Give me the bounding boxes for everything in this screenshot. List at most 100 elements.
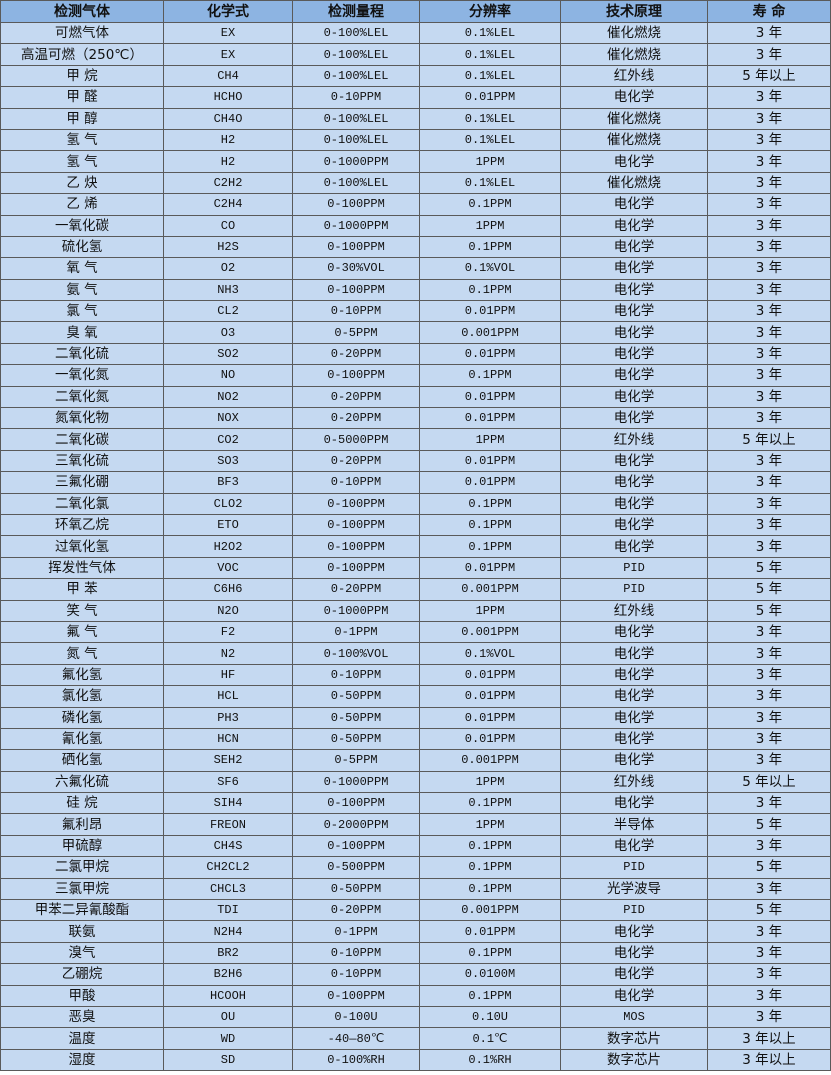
cell-lifetime: 3 年 xyxy=(707,685,831,708)
cell-resolution: 0.1PPM xyxy=(419,513,561,537)
table-row: 笑 气 N2O 0-1000PPM 1PPM 红外线 5 年 xyxy=(0,599,831,622)
cell-gas: 三氟化硼 xyxy=(0,471,164,494)
cell-lifetime: 3 年 xyxy=(707,471,831,494)
cell-resolution: 1PPM xyxy=(419,214,561,237)
cell-lifetime: 3 年 xyxy=(707,449,831,473)
cell-range: 0-20PPM xyxy=(292,385,420,409)
table-row: 氯化氢 HCL 0-50PPM 0.01PPM 电化学 3 年 xyxy=(0,685,831,708)
table-row: 三氯甲烷 CHCL3 0-50PPM 0.1PPM 光学波导 3 年 xyxy=(0,877,831,901)
table-row: 二氧化硫 SO2 0-20PPM 0.01PPM 电化学 3 年 xyxy=(0,342,831,366)
cell-resolution: 0.1PPM xyxy=(419,856,561,879)
cell-principle: 电化学 xyxy=(560,385,708,409)
table-row: 甲苯二异氰酸酯 TDI 0-20PPM 0.001PPM PID 5 年 xyxy=(0,899,831,922)
cell-principle: 电化学 xyxy=(560,663,708,687)
cell-resolution: 0.1%RH xyxy=(419,1048,561,1072)
cell-range: 0-1000PPM xyxy=(292,599,420,622)
table-row: 氟利昂 FREON 0-2000PPM 1PPM 半导体 5 年 xyxy=(0,813,831,836)
cell-lifetime: 3 年 xyxy=(707,300,831,323)
cell-gas: 二氧化硫 xyxy=(0,342,164,366)
cell-lifetime: 3 年 xyxy=(707,150,831,173)
cell-resolution: 0.01PPM xyxy=(419,663,561,687)
cell-lifetime: 3 年 xyxy=(707,235,831,259)
cell-lifetime: 3 年 xyxy=(707,727,831,751)
cell-gas: 甲硫醇 xyxy=(0,834,164,858)
cell-resolution: 0.10U xyxy=(419,1005,561,1029)
cell-range: 0-100%LEL xyxy=(292,171,420,195)
cell-range: 0-10PPM xyxy=(292,300,420,323)
cell-formula: NOX xyxy=(163,407,293,430)
cell-formula: CH4O xyxy=(163,107,293,130)
cell-resolution: 1PPM xyxy=(419,770,561,794)
table-row: 氧 气 O2 0-30%VOL 0.1%VOL 电化学 3 年 xyxy=(0,257,831,280)
cell-principle: 电化学 xyxy=(560,257,708,280)
cell-gas: 氟 气 xyxy=(0,620,164,644)
table-row: 硒化氢 SEH2 0-5PPM 0.001PPM 电化学 3 年 xyxy=(0,749,831,772)
cell-principle: 电化学 xyxy=(560,963,708,986)
cell-lifetime: 3 年 xyxy=(707,877,831,901)
table-row: 氢 气 H2 0-100%LEL 0.1%LEL 催化燃烧 3 年 xyxy=(0,128,831,152)
cell-lifetime: 5 年 xyxy=(707,899,831,922)
cell-lifetime: 5 年以上 xyxy=(707,770,831,794)
cell-principle: PID xyxy=(560,556,708,580)
cell-lifetime: 5 年 xyxy=(707,556,831,580)
cell-resolution: 1PPM xyxy=(419,150,561,173)
cell-resolution: 1PPM xyxy=(419,813,561,836)
cell-formula: CL2 xyxy=(163,300,293,323)
cell-range: 0-1PPM xyxy=(292,620,420,644)
cell-formula: VOC xyxy=(163,556,293,580)
table-row: 湿度 SD 0-100%RH 0.1%RH 数字芯片 3 年以上 xyxy=(0,1048,831,1072)
cell-formula: SO3 xyxy=(163,449,293,473)
cell-gas: 氨 气 xyxy=(0,278,164,302)
cell-lifetime: 3 年 xyxy=(707,86,831,109)
cell-range: 0-100%LEL xyxy=(292,128,420,152)
table-row: 甲酸 HCOOH 0-100PPM 0.1PPM 电化学 3 年 xyxy=(0,984,831,1007)
cell-formula: CLO2 xyxy=(163,492,293,515)
cell-range: 0-50PPM xyxy=(292,706,420,729)
cell-resolution: 0.1℃ xyxy=(419,1027,561,1050)
cell-lifetime: 3 年 xyxy=(707,535,831,558)
cell-gas: 乙 烯 xyxy=(0,193,164,216)
cell-formula: OU xyxy=(163,1005,293,1029)
cell-formula: ETO xyxy=(163,513,293,537)
cell-range: 0-5PPM xyxy=(292,321,420,344)
cell-principle: 电化学 xyxy=(560,86,708,109)
cell-resolution: 0.1%LEL xyxy=(419,21,561,45)
cell-formula: N2 xyxy=(163,642,293,665)
cell-lifetime: 3 年 xyxy=(707,963,831,986)
cell-formula: SO2 xyxy=(163,342,293,366)
table-row: 一氧化碳 CO 0-1000PPM 1PPM 电化学 3 年 xyxy=(0,214,831,237)
cell-range: 0-30%VOL xyxy=(292,257,420,280)
cell-formula: H2 xyxy=(163,128,293,152)
cell-range: 0-10PPM xyxy=(292,471,420,494)
cell-resolution: 0.001PPM xyxy=(419,749,561,772)
cell-gas: 挥发性气体 xyxy=(0,556,164,580)
cell-principle: 电化学 xyxy=(560,535,708,558)
cell-gas: 氢 气 xyxy=(0,128,164,152)
cell-principle: 电化学 xyxy=(560,920,708,943)
cell-gas: 氟利昂 xyxy=(0,813,164,836)
cell-lifetime: 3 年以上 xyxy=(707,1027,831,1050)
header-gas: 检测气体 xyxy=(0,0,164,23)
cell-resolution: 0.1PPM xyxy=(419,364,561,387)
cell-resolution: 0.01PPM xyxy=(419,407,561,430)
cell-gas: 笑 气 xyxy=(0,599,164,622)
cell-lifetime: 3 年 xyxy=(707,193,831,216)
cell-formula: O3 xyxy=(163,321,293,344)
table-row: 臭 氧 O3 0-5PPM 0.001PPM 电化学 3 年 xyxy=(0,321,831,344)
cell-resolution: 0.1PPM xyxy=(419,984,561,1007)
table-row: 温度 WD -40—80℃ 0.1℃ 数字芯片 3 年以上 xyxy=(0,1027,831,1050)
cell-resolution: 0.1PPM xyxy=(419,877,561,901)
cell-range: 0-100PPM xyxy=(292,193,420,216)
cell-lifetime: 3 年 xyxy=(707,984,831,1007)
cell-range: 0-100PPM xyxy=(292,278,420,302)
cell-range: 0-100%LEL xyxy=(292,64,420,88)
table-row: 氟 气 F2 0-1PPM 0.001PPM 电化学 3 年 xyxy=(0,620,831,644)
cell-principle: 红外线 xyxy=(560,599,708,622)
cell-range: 0-100PPM xyxy=(292,513,420,537)
cell-lifetime: 3 年 xyxy=(707,214,831,237)
cell-gas: 磷化氢 xyxy=(0,706,164,729)
cell-lifetime: 3 年 xyxy=(707,257,831,280)
cell-range: 0-1PPM xyxy=(292,920,420,943)
cell-lifetime: 3 年 xyxy=(707,321,831,344)
